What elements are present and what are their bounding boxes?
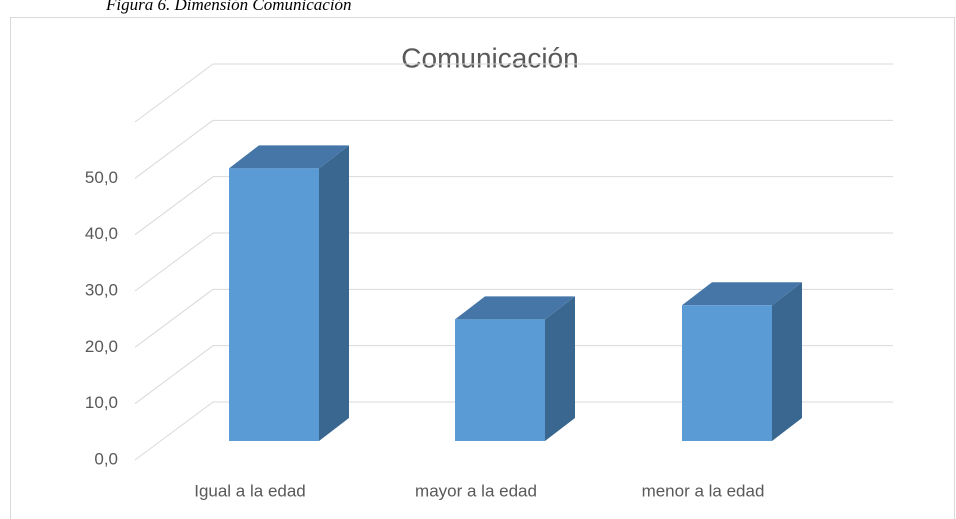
x-tick-label: mayor a la edad [415, 481, 537, 500]
bar [229, 168, 319, 441]
y-tick-label: 10,0 [85, 393, 118, 412]
y-tick-label: 0,0 [94, 449, 118, 468]
grid-line [134, 232, 214, 292]
bar-side [772, 282, 802, 441]
x-tick-label: Igual a la edad [194, 481, 306, 500]
grid-line [134, 345, 214, 405]
grid-line [134, 176, 214, 236]
figure-caption: Figura 6. Dimensión Comunicación [105, 0, 352, 14]
x-tick-label: menor a la edad [642, 481, 765, 500]
grid-line [134, 63, 214, 123]
y-tick-label: 20,0 [85, 337, 118, 356]
grid-line [134, 119, 214, 179]
bar [455, 319, 545, 441]
bar-side [319, 145, 349, 441]
grid-line [134, 288, 214, 348]
bar [682, 305, 772, 441]
chart-title: Comunicación [401, 42, 578, 73]
grid-line [134, 401, 214, 461]
chart-border [10, 17, 955, 519]
bar-top [229, 145, 349, 169]
bar-side [545, 296, 575, 441]
y-tick-label: 40,0 [85, 224, 118, 243]
bar-top [682, 282, 802, 306]
bar-top [455, 296, 575, 320]
y-tick-label: 30,0 [85, 280, 118, 299]
y-tick-label: 50,0 [85, 168, 118, 187]
